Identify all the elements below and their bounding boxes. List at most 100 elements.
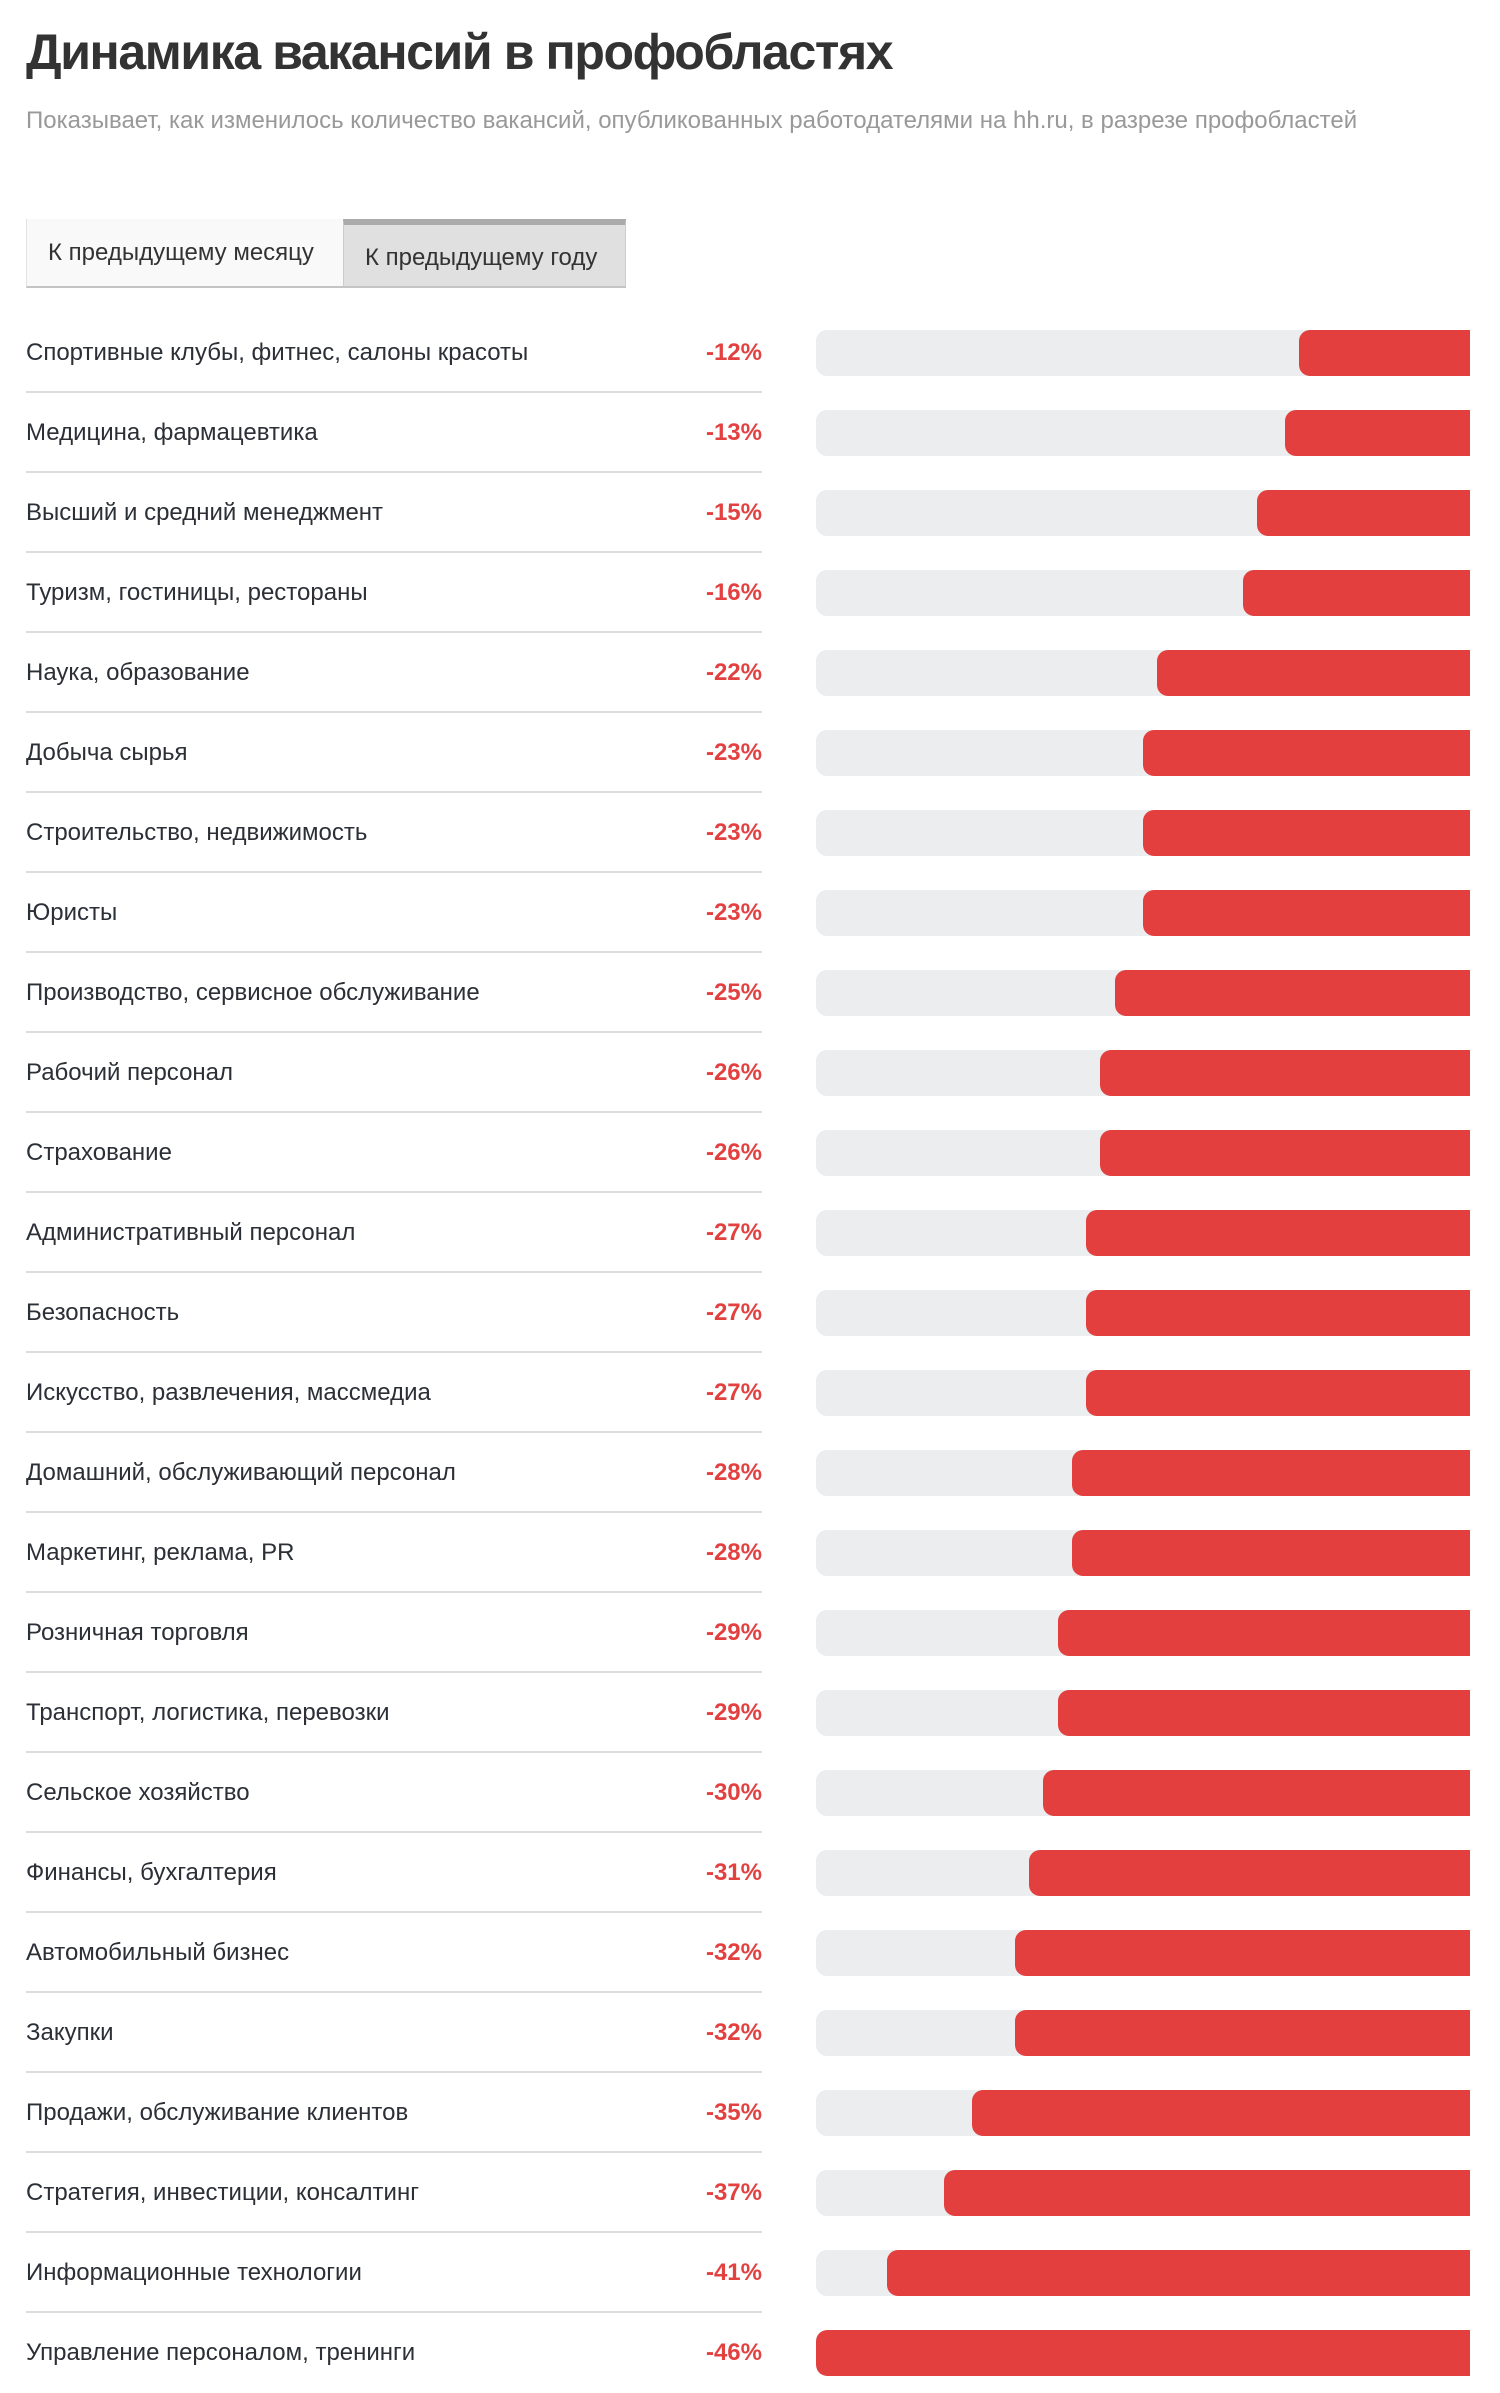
bar-track xyxy=(816,1130,1470,1176)
chart-row: Страхование -26% xyxy=(0,1113,1500,1193)
category-label: Наука, образование xyxy=(26,659,250,686)
category-label: Безопасность xyxy=(26,1299,180,1326)
bar-fill xyxy=(1242,570,1470,616)
category-label: Управление персоналом, тренинги xyxy=(26,2339,416,2366)
chart-row: Информационные технологии -41% xyxy=(0,2233,1500,2313)
row-divider xyxy=(26,711,762,713)
chart-row: Строительство, недвижимость -23% xyxy=(0,793,1500,873)
bar-fill xyxy=(1015,2010,1470,2056)
chart-row: Искусство, развлечения, массмедиа -27% xyxy=(0,1353,1500,1433)
row-divider xyxy=(26,1591,762,1593)
bar-fill xyxy=(1285,410,1470,456)
bar-fill xyxy=(1086,1370,1470,1416)
chart-row: Сельское хозяйство -30% xyxy=(0,1753,1500,1833)
bar-track xyxy=(816,810,1470,856)
category-label: Спортивные клубы, фитнес, салоны красоты xyxy=(26,339,529,366)
bar-track xyxy=(816,1930,1470,1976)
value-label: -37% xyxy=(705,2179,762,2206)
bar-fill xyxy=(1043,1770,1470,1816)
category-label: Страхование xyxy=(26,1139,172,1166)
category-label: Стратегия, инвестиции, консалтинг xyxy=(26,2179,419,2206)
chart-row: Добыча сырья -23% xyxy=(0,713,1500,793)
value-label: -28% xyxy=(705,1539,762,1566)
row-divider xyxy=(26,1351,762,1353)
chart-row: Автомобильный бизнес -32% xyxy=(0,1913,1500,1993)
bar-track xyxy=(816,1610,1470,1656)
page-subtitle: Показывает, как изменилось количество ва… xyxy=(26,107,1358,134)
row-divider xyxy=(26,1991,762,1993)
bar-track xyxy=(816,1210,1470,1256)
chart-row: Туризм, гостиницы, рестораны -16% xyxy=(0,553,1500,633)
chart-row: Домашний, обслуживающий персонал -28% xyxy=(0,1433,1500,1513)
value-label: -29% xyxy=(705,1699,762,1726)
row-divider xyxy=(26,1831,762,1833)
bar-track xyxy=(816,2010,1470,2056)
bar-track xyxy=(816,1850,1470,1896)
category-label: Продажи, обслуживание клиентов xyxy=(26,2099,409,2126)
bar-track xyxy=(816,330,1470,376)
category-label: Маркетинг, реклама, PR xyxy=(26,1539,295,1566)
bar-track xyxy=(816,490,1470,536)
bar-track xyxy=(816,1530,1470,1576)
tab-previous-month[interactable]: К предыдущему месяцу xyxy=(26,219,343,288)
bar-track xyxy=(816,1690,1470,1736)
value-label: -23% xyxy=(705,739,762,766)
page-title: Динамика вакансий в профобластях xyxy=(26,24,894,80)
chart-row: Высший и средний менеджмент -15% xyxy=(0,473,1500,553)
bar-track xyxy=(816,1290,1470,1336)
chart-row: Продажи, обслуживание клиентов -35% xyxy=(0,2073,1500,2153)
row-divider xyxy=(26,1751,762,1753)
category-label: Автомобильный бизнес xyxy=(26,1939,290,1966)
category-label: Юристы xyxy=(26,899,118,926)
bar-track xyxy=(816,570,1470,616)
bar-fill xyxy=(1143,890,1470,936)
bar-track xyxy=(816,1050,1470,1096)
chart-row: Финансы, бухгалтерия -31% xyxy=(0,1833,1500,1913)
bar-chart: Спортивные клубы, фитнес, салоны красоты… xyxy=(0,313,1500,2393)
bar-fill xyxy=(1157,650,1470,696)
bar-track xyxy=(816,410,1470,456)
bar-fill xyxy=(1256,490,1470,536)
value-label: -26% xyxy=(705,1139,762,1166)
bar-fill xyxy=(1299,330,1470,376)
bar-track xyxy=(816,650,1470,696)
bar-fill xyxy=(1086,1290,1470,1336)
bar-fill xyxy=(1100,1130,1470,1176)
value-label: -25% xyxy=(705,979,762,1006)
bar-fill xyxy=(887,2250,1470,2296)
value-label: -27% xyxy=(705,1219,762,1246)
value-label: -41% xyxy=(705,2259,762,2286)
row-divider xyxy=(26,1111,762,1113)
bar-fill xyxy=(1029,1850,1470,1896)
row-divider xyxy=(26,2151,762,2153)
chart-row: Закупки -32% xyxy=(0,1993,1500,2073)
bar-fill xyxy=(1100,1050,1470,1096)
value-label: -16% xyxy=(705,579,762,606)
bar-fill xyxy=(972,2090,1470,2136)
row-divider xyxy=(26,391,762,393)
category-label: Розничная торговля xyxy=(26,1619,249,1646)
value-label: -32% xyxy=(705,1939,762,1966)
value-label: -29% xyxy=(705,1619,762,1646)
row-divider xyxy=(26,2311,762,2313)
bar-fill xyxy=(943,2170,1470,2216)
bar-fill xyxy=(816,2330,1470,2376)
value-label: -35% xyxy=(705,2099,762,2126)
bar-track xyxy=(816,890,1470,936)
tab-previous-year[interactable]: К предыдущему году xyxy=(343,219,626,288)
bar-track xyxy=(816,2090,1470,2136)
row-divider xyxy=(26,1511,762,1513)
chart-row: Административный персонал -27% xyxy=(0,1193,1500,1273)
category-label: Высший и средний менеджмент xyxy=(26,499,384,526)
value-label: -15% xyxy=(705,499,762,526)
value-label: -12% xyxy=(705,339,762,366)
value-label: -13% xyxy=(705,419,762,446)
value-label: -26% xyxy=(705,1059,762,1086)
value-label: -23% xyxy=(705,819,762,846)
bar-fill xyxy=(1015,1930,1470,1976)
bar-track xyxy=(816,1370,1470,1416)
bar-track xyxy=(816,2330,1470,2376)
row-divider xyxy=(26,1671,762,1673)
chart-row: Маркетинг, реклама, PR -28% xyxy=(0,1513,1500,1593)
row-divider xyxy=(26,1431,762,1433)
